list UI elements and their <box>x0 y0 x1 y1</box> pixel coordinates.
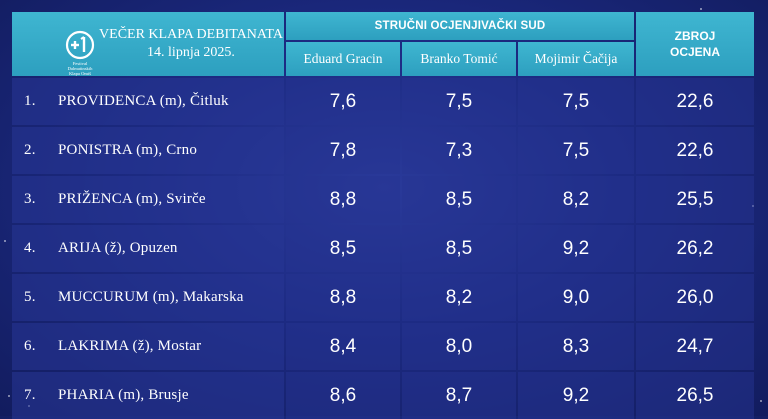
judge-score: 8,2 <box>402 274 516 321</box>
table-row-label: 5. MUCCURUM (m), Makarska <box>12 274 284 321</box>
judge-name-cell: Mojimir Čačija <box>518 42 634 76</box>
judge-score: 7,5 <box>518 127 634 174</box>
background-star <box>700 8 702 10</box>
judge-score: 8,2 <box>518 176 634 223</box>
total-score: 24,7 <box>636 323 754 370</box>
total-header-line: ZBROJ <box>674 29 716 43</box>
event-title-block: VEČER KLAPA DEBITANATA 14. lipnja 2025. <box>98 12 284 76</box>
judge-score: 7,3 <box>402 127 516 174</box>
total-header: ZBROJ OCJENA <box>636 12 754 76</box>
rank-number: 4. <box>24 240 36 256</box>
rank-number: 5. <box>24 289 36 305</box>
total-score: 25,5 <box>636 176 754 223</box>
judge-score: 8,7 <box>402 372 516 419</box>
event-date: 14. lipnja 2025. <box>147 45 235 60</box>
judge-score: 8,8 <box>286 176 400 223</box>
judge-name: Branko Tomić <box>420 51 498 66</box>
judge-score: 7,5 <box>518 78 634 125</box>
rank-number: 2. <box>24 142 36 158</box>
total-score: 26,5 <box>636 372 754 419</box>
judge-score: 8,5 <box>402 176 516 223</box>
table-row-label: 6. LAKRIMA (ž), Mostar <box>12 323 284 370</box>
judge-score: 7,8 <box>286 127 400 174</box>
klapa-name: MUCCURUM (m), Makarska <box>58 289 244 305</box>
judge-score: 7,5 <box>402 78 516 125</box>
judge-name-cell: Eduard Gracin <box>286 42 400 76</box>
total-header-line: OCJENA <box>669 45 720 59</box>
judge-score: 9,2 <box>518 372 634 419</box>
judge-score: 8,5 <box>402 225 516 272</box>
table-row-label: 1. PROVIDENCA (m), Čitluk <box>12 78 284 125</box>
judge-score: 8,5 <box>286 225 400 272</box>
total-score: 22,6 <box>636 78 754 125</box>
klapa-name: LAKRIMA (ž), Mostar <box>58 338 202 354</box>
judge-score: 9,0 <box>518 274 634 321</box>
rank-number: 6. <box>24 338 36 354</box>
klapa-name: PROVIDENCA (m), Čitluk <box>58 93 229 109</box>
total-score: 22,6 <box>636 127 754 174</box>
festival-logo-icon: Festival Dalmatinskih Klapa Omiš <box>65 30 95 76</box>
judge-score: 8,4 <box>286 323 400 370</box>
table-row-label: 7. PHARIA (m), Brusje <box>12 372 284 419</box>
total-score: 26,0 <box>636 274 754 321</box>
logo-text-line: Festival <box>73 61 88 66</box>
background-star <box>4 240 6 242</box>
judge-name: Mojimir Čačija <box>534 51 618 66</box>
klapa-name: PONISTRA (m), Crno <box>58 142 198 158</box>
table-row-label: 2. PONISTRA (m), Crno <box>12 127 284 174</box>
jury-title: STRUČNI OCJENJIVAČKI SUD <box>374 20 546 32</box>
rank-number: 7. <box>24 387 36 403</box>
judge-score: 7,6 <box>286 78 400 125</box>
event-header-cell: Festival Dalmatinskih Klapa Omiš VEČER K… <box>12 12 284 76</box>
rank-number: 3. <box>24 191 36 207</box>
logo-text-line: Dalmatinskih <box>68 66 93 71</box>
judge-score: 9,2 <box>518 225 634 272</box>
klapa-name: PHARIA (m), Brusje <box>58 387 189 403</box>
klapa-name: ARIJA (ž), Opuzen <box>58 240 178 256</box>
judge-score: 8,6 <box>286 372 400 419</box>
judge-score: 8,3 <box>518 323 634 370</box>
background-star <box>760 400 762 402</box>
event-title: VEČER KLAPA DEBITANATA <box>99 27 283 42</box>
total-score: 26,2 <box>636 225 754 272</box>
logo-text-line: Klapa Omiš <box>69 71 91 76</box>
rank-number: 1. <box>24 93 36 109</box>
table-row-label: 4. ARIJA (ž), Opuzen <box>12 225 284 272</box>
background-star <box>8 395 10 397</box>
table-row-label: 3. PRIŽENCA (m), Svirče <box>12 176 284 223</box>
judge-name: Eduard Gracin <box>303 51 383 66</box>
judge-score: 8,0 <box>402 323 516 370</box>
judge-name-cell: Branko Tomić <box>402 42 516 76</box>
jury-header: STRUČNI OCJENJIVAČKI SUD <box>286 12 634 40</box>
klapa-name: PRIŽENCA (m), Svirče <box>58 191 206 207</box>
judge-score: 8,8 <box>286 274 400 321</box>
